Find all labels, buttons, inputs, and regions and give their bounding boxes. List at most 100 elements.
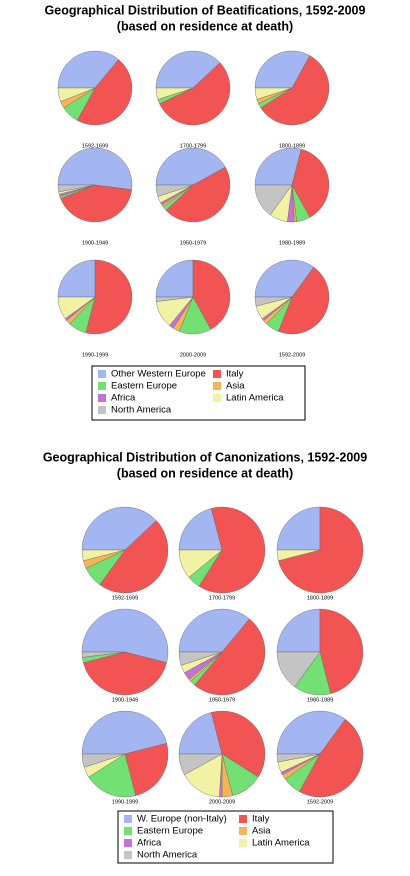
legend-swatch [124,827,132,835]
pie-label: 1592-1699 [82,143,108,149]
pie-label: 1950-1979 [209,697,235,703]
pie-slice [276,651,321,688]
legend-swatch [124,815,132,823]
pie-slice [81,651,126,658]
chart-title: Geographical Distribution of Beatificati… [45,3,366,17]
pie-label: 1900-1949 [112,697,138,703]
legend-swatch [239,815,247,823]
pie-slice [299,718,364,798]
pie-slice [276,753,321,763]
pie-slice [155,296,194,302]
pie-slice [178,753,223,775]
pie-slice [278,266,330,335]
pie-label: 1592-1699 [112,595,138,601]
pie-slice [254,87,293,100]
legend-label: Eastern Europe [111,381,177,392]
pie-slice [81,710,167,755]
pie-slice [60,184,132,223]
pie-slice [57,87,96,102]
pie-slice [88,753,136,798]
pie-slice [254,147,302,186]
pie-label: 1592-2009 [279,352,305,358]
pie-label: 1990-1999 [82,352,108,358]
pie-slice [254,296,293,307]
pie-slice [155,50,221,89]
pie-label: 2000-2009 [180,352,206,358]
pie-label: 1800-1899 [279,143,305,149]
pie-slice [81,753,126,768]
pie-slice [76,59,133,126]
pie-slice [198,506,266,594]
legend-swatch [239,839,247,847]
pie-slice [81,549,126,561]
legend-label: Latin America [252,838,310,849]
legend-swatch [213,382,221,390]
pie-slice [85,259,133,335]
legend-label: Latin America [226,393,284,404]
pie-slice [57,50,119,89]
legend-swatch [98,394,106,402]
pie-slice [155,184,194,197]
legend-label: Eastern Europe [137,826,203,837]
legend-box [91,365,306,421]
legend-label: Africa [111,393,136,404]
pie-slice [83,651,167,696]
legend-label: Asia [226,381,245,392]
pie-slice [57,184,96,193]
legend-label: North America [137,850,198,861]
legend-swatch [213,370,221,378]
pie-slice [291,148,330,218]
pie-label: 1800-1899 [307,595,333,601]
pie-label: 1980-1989 [307,697,333,703]
pie-slice [254,259,315,298]
pie-label: 1990-1999 [112,799,138,805]
chart-title: Geographical Distribution of Canonizatio… [43,450,367,464]
legend-box [117,810,334,864]
pie-slice [57,296,96,320]
legend-label: Italy [252,814,270,825]
pie-slice [178,508,223,551]
pie-slice [155,259,194,298]
legend-label: North America [111,405,172,416]
pie-label: 1592-2009 [307,799,333,805]
pie-slice [192,259,231,330]
pie-slice [276,549,321,561]
chart-subtitle: (based on residence at death) [117,466,293,480]
legend-swatch [98,406,106,414]
pie-slice [260,55,330,126]
legend-label: Other Western Europe [111,369,206,380]
pie-slice [178,608,250,653]
legend-swatch [124,839,132,847]
pie-slice [194,618,266,696]
chart-subtitle: (based on residence at death) [117,19,293,33]
pie-slice [178,651,223,666]
pie-label: 1700-1799 [209,595,235,601]
pie-slice [124,743,169,796]
pie-slice [178,712,223,755]
pie-label: 1900-1949 [82,240,108,246]
legend-swatch [239,827,247,835]
legend-label: W. Europe (non-Italy) [137,814,227,825]
pie-slice [278,506,364,594]
legend-label: Africa [137,838,162,849]
pie-slice [276,608,321,653]
legend-swatch [124,851,132,859]
pie-slice [159,62,231,126]
pie-slice [319,608,364,694]
legend-label: Asia [252,826,271,837]
legend-swatch [98,370,106,378]
legend-swatch [98,382,106,390]
pie-slice [155,87,194,100]
pie-slice [99,520,169,594]
pie-slice [81,506,157,551]
pie-slice [276,710,346,755]
pie-label: 1700-1799 [180,143,206,149]
pie-slice [57,259,96,298]
pie-slice [276,506,321,551]
pie-slice [81,608,169,663]
pie-label: 2000-2009 [209,799,235,805]
pie-label: 1980-1989 [279,240,305,246]
pie-slice [178,549,223,578]
